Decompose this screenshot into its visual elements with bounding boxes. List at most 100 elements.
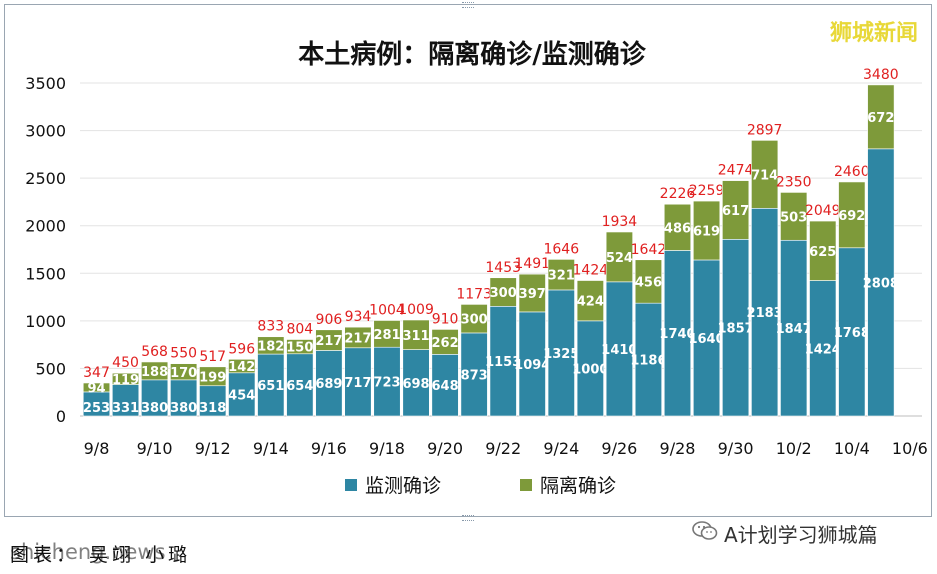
- x-tick-label: 9/8: [84, 439, 110, 458]
- data-label-monitored: 1847: [776, 322, 812, 337]
- x-tick-label: 9/26: [601, 439, 637, 458]
- bar-segment-monitored: [692, 259, 721, 417]
- bar-segment-quarantined: [82, 382, 111, 393]
- data-label-total: 1009: [398, 302, 434, 318]
- x-axis: 9/8 9/10 9/12 9/14 9/16 9/18 9/20 9/22 9/24 9/26 9…: [84, 439, 928, 458]
- bar-segment-quarantined: [112, 372, 140, 385]
- x-tick-label: 9/24: [543, 439, 579, 458]
- data-label-monitored: 698: [402, 377, 429, 392]
- data-label-monitored: 717: [344, 376, 371, 391]
- data-label-total: 2049: [805, 203, 841, 219]
- data-label-monitored: 1094: [514, 358, 550, 373]
- data-label-monitored: 454: [228, 388, 255, 403]
- bar-segment-monitored: [809, 280, 837, 417]
- data-label-quarantined: 625: [809, 245, 836, 260]
- bar-segment-monitored: [518, 311, 546, 417]
- data-label-total: 568: [141, 344, 168, 360]
- x-tick-label: 9/16: [311, 439, 347, 458]
- resize-handle-top[interactable]: [462, 2, 474, 8]
- data-label-total: 910: [432, 311, 459, 327]
- data-label-total: 934: [345, 309, 372, 325]
- x-tick-label: 9/30: [718, 439, 754, 458]
- bar-segment-quarantined: [722, 180, 750, 240]
- data-label-quarantined: 397: [519, 287, 546, 302]
- data-label-quarantined: 170: [170, 366, 197, 381]
- data-label-monitored: 1857: [718, 322, 754, 337]
- bar-segment-monitored: [722, 239, 750, 417]
- bar-segment-monitored: [780, 239, 808, 417]
- data-label-monitored: 651: [257, 379, 284, 394]
- bar-segment-quarantined: [663, 203, 692, 251]
- bar-segment-quarantined: [228, 358, 256, 374]
- data-label-quarantined: 182: [257, 339, 284, 354]
- y-tick-label: 500: [35, 359, 66, 378]
- wechat-account-badge: A计划学习狮城篇: [692, 518, 920, 548]
- x-tick-label: 9/14: [253, 439, 289, 458]
- y-axis: 0 500 1000 1500 2000 2500 3000 3500: [25, 74, 66, 426]
- data-label-total: 2259: [689, 183, 725, 199]
- data-label-quarantined: 424: [577, 295, 604, 310]
- bar-segment-quarantined: [634, 259, 663, 304]
- legend-swatch: [345, 479, 357, 491]
- bar-segment-quarantined: [547, 259, 575, 291]
- data-label-quarantined: 217: [344, 331, 371, 346]
- data-label-monitored: 318: [199, 401, 226, 416]
- bar-segment-monitored: [315, 350, 343, 417]
- y-tick-label: 2000: [25, 217, 66, 236]
- data-label-monitored: 1153: [485, 355, 521, 370]
- bar-segment-monitored: [402, 349, 430, 417]
- x-tick-label: 9/20: [427, 439, 463, 458]
- x-tick-label: 9/28: [660, 439, 696, 458]
- data-label-total: 804: [286, 322, 313, 338]
- bar-segment-monitored: [489, 306, 517, 417]
- data-label-monitored: 654: [286, 379, 313, 394]
- data-label-monitored: 873: [461, 368, 488, 383]
- data-label-quarantined: 262: [432, 336, 459, 351]
- data-label-monitored: 1325: [543, 347, 579, 362]
- bar-segment-monitored: [460, 332, 488, 417]
- x-tick-label: 9/22: [485, 439, 521, 458]
- data-label-monitored: 689: [315, 377, 342, 392]
- data-label-quarantined: 199: [199, 370, 226, 385]
- wechat-icon: [692, 520, 718, 546]
- data-label-total: 2350: [776, 174, 812, 190]
- bar-segment-quarantined: [692, 200, 721, 261]
- bar-segment-quarantined: [489, 277, 517, 307]
- data-label-monitored: 1424: [805, 342, 841, 357]
- data-label-total: 517: [199, 349, 226, 365]
- bar-segment-monitored: [634, 302, 663, 417]
- chart-credit: 图表： 吴翊 小璐: [10, 544, 192, 566]
- data-label-monitored: 1768: [834, 326, 870, 341]
- bar-segment-quarantined: [286, 339, 314, 355]
- bar-segment-quarantined: [170, 363, 198, 381]
- x-tick-label: 9/18: [369, 439, 405, 458]
- data-label-quarantined: 692: [838, 209, 865, 224]
- data-label-total: 3480: [863, 67, 899, 83]
- data-label-monitored: 2808: [863, 276, 899, 291]
- bar-segment-monitored: [576, 320, 604, 417]
- resize-handle-bottom[interactable]: [462, 515, 474, 521]
- x-tick-label: 9/10: [137, 439, 173, 458]
- data-label-total: 2474: [718, 163, 754, 179]
- data-label-quarantined: 217: [315, 334, 342, 349]
- bar-segment-quarantined: [518, 273, 546, 313]
- data-label-monitored: 1000: [572, 362, 608, 377]
- data-label-monitored: 1640: [688, 332, 724, 347]
- data-label-quarantined: 619: [693, 225, 720, 240]
- wechat-account-name: A计划学习狮城篇: [724, 522, 878, 547]
- data-label-quarantined: 672: [867, 111, 894, 126]
- bar-segment-quarantined: [867, 84, 895, 150]
- chart-title: 本土病例：隔离确诊/监测确诊: [298, 39, 646, 70]
- data-label-quarantined: 119: [112, 373, 139, 388]
- data-label-quarantined: 94: [87, 381, 105, 396]
- legend: 监测确诊 隔离确诊: [345, 475, 616, 497]
- bar-segment-monitored: [170, 379, 198, 417]
- data-label-total: 1646: [543, 241, 579, 257]
- bar-segment-monitored: [867, 148, 895, 417]
- data-label-monitored: 2183: [747, 306, 783, 321]
- bar-segment-monitored: [431, 354, 459, 417]
- bar-segment-quarantined: [373, 320, 401, 348]
- data-label-total: 450: [112, 355, 139, 371]
- x-tick-label: 10/6: [892, 439, 928, 458]
